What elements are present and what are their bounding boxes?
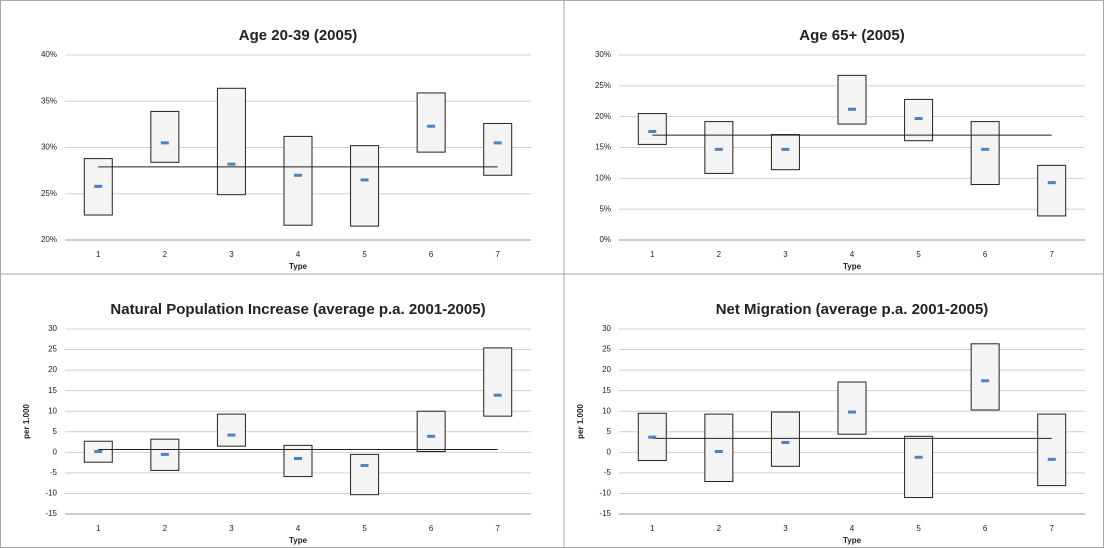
range-box xyxy=(416,92,446,153)
range-box xyxy=(704,121,734,174)
range-box xyxy=(970,121,1000,185)
x-tick-label: 1 xyxy=(96,250,101,259)
y-tick-label: 5 xyxy=(53,427,58,436)
range-box xyxy=(350,145,380,227)
x-axis-label: Type xyxy=(289,262,308,271)
y-tick-label: 10 xyxy=(602,406,611,415)
x-tick-label: 3 xyxy=(783,250,788,259)
x-tick-label: 2 xyxy=(717,250,722,259)
x-tick-label: 2 xyxy=(717,524,722,533)
x-tick-label: 5 xyxy=(916,524,921,533)
y-tick-label: 30% xyxy=(41,143,57,152)
chart-title: Age 20-39 (2005) xyxy=(239,27,357,44)
range-box xyxy=(704,413,734,483)
y-tick-label: -10 xyxy=(45,489,57,498)
x-tick-label: 4 xyxy=(296,250,301,259)
chart: Age 65+ (2005) 0% 5% 10% 15% 20% 25% 30% Type 1 2 3… xyxy=(595,27,1085,271)
y-axis-label: per 1.000 xyxy=(576,404,585,439)
x-tick-label: 5 xyxy=(362,524,367,533)
range-box xyxy=(283,135,313,226)
range-box xyxy=(904,435,934,499)
chart: Net Migration (average p.a. 2001-2005) -1… xyxy=(576,301,1085,545)
x-tick-label: 7 xyxy=(1049,524,1054,533)
x-tick-label: 7 xyxy=(495,524,500,533)
chart: Age 20-39 (2005) 20% 25% 30% 35% 40% Type 1 2 3 4 5… xyxy=(41,27,531,271)
chart-title: Natural Population Increase (average p.a… xyxy=(110,301,485,318)
y-tick-label: -15 xyxy=(45,509,57,518)
x-tick-label: 1 xyxy=(650,524,655,533)
range-box xyxy=(770,411,800,467)
x-tick-label: 4 xyxy=(850,524,855,533)
x-tick-label: 1 xyxy=(96,524,101,533)
y-tick-label: -10 xyxy=(599,489,611,498)
x-tick-label: 6 xyxy=(429,524,434,533)
x-tick-label: 3 xyxy=(783,524,788,533)
y-tick-label: 30 xyxy=(602,324,611,333)
y-tick-label: 20 xyxy=(602,365,611,374)
y-tick-label: 5% xyxy=(599,204,611,213)
y-tick-label: 25 xyxy=(48,345,57,354)
range-box xyxy=(837,74,867,125)
y-tick-label: 10 xyxy=(48,406,57,415)
y-tick-label: 0% xyxy=(599,235,611,244)
range-box xyxy=(416,410,446,453)
y-tick-label: 15 xyxy=(48,386,57,395)
y-tick-label: 0 xyxy=(53,447,58,456)
x-tick-label: 1 xyxy=(650,250,655,259)
range-box xyxy=(904,98,934,142)
range-box xyxy=(1037,413,1067,487)
x-tick-label: 6 xyxy=(429,250,434,259)
range-box xyxy=(483,122,513,176)
range-box xyxy=(216,413,246,447)
range-box xyxy=(1037,164,1067,217)
y-tick-label: 25% xyxy=(595,81,611,90)
range-box xyxy=(216,87,246,196)
y-tick-label: -5 xyxy=(50,468,58,477)
y-tick-label: 20% xyxy=(595,112,611,121)
y-tick-label: 20% xyxy=(41,235,57,244)
x-tick-label: 7 xyxy=(495,250,500,259)
x-tick-label: 5 xyxy=(916,250,921,259)
range-box xyxy=(770,134,800,171)
range-box xyxy=(637,113,667,145)
y-tick-label: 30 xyxy=(48,324,57,333)
range-box xyxy=(837,381,867,435)
range-box xyxy=(970,343,1000,411)
range-box xyxy=(350,453,380,496)
x-tick-label: 2 xyxy=(163,250,168,259)
y-tick-label: 40% xyxy=(41,50,57,59)
x-tick-label: 5 xyxy=(362,250,367,259)
x-tick-label: 2 xyxy=(163,524,168,533)
y-tick-label: -5 xyxy=(604,468,612,477)
range-box xyxy=(150,110,180,163)
y-tick-label: 25% xyxy=(41,189,57,198)
x-axis-label: Type xyxy=(843,536,862,545)
x-tick-label: 7 xyxy=(1049,250,1054,259)
x-tick-label: 6 xyxy=(983,524,988,533)
y-tick-label: 0 xyxy=(607,447,612,456)
chart-title: Net Migration (average p.a. 2001-2005) xyxy=(716,301,989,318)
y-tick-label: 25 xyxy=(602,345,611,354)
x-tick-label: 6 xyxy=(983,250,988,259)
y-tick-label: 35% xyxy=(41,96,57,105)
chart: Natural Population Increase (average p.a… xyxy=(22,301,531,545)
x-tick-label: 4 xyxy=(296,524,301,533)
range-box xyxy=(283,444,313,478)
x-axis-label: Type xyxy=(843,262,862,271)
x-tick-label: 4 xyxy=(850,250,855,259)
y-tick-label: 5 xyxy=(607,427,612,436)
y-axis-label: per 1.000 xyxy=(22,404,31,439)
x-tick-label: 3 xyxy=(229,524,234,533)
x-axis-label: Type xyxy=(289,536,308,545)
y-tick-label: -15 xyxy=(599,509,611,518)
y-tick-label: 30% xyxy=(595,50,611,59)
y-tick-label: 15 xyxy=(602,386,611,395)
y-tick-label: 10% xyxy=(595,173,611,182)
chart-title: Age 65+ (2005) xyxy=(799,27,904,44)
range-box xyxy=(483,347,513,417)
x-tick-label: 3 xyxy=(229,250,234,259)
y-tick-label: 20 xyxy=(48,365,57,374)
y-tick-label: 15% xyxy=(595,143,611,152)
